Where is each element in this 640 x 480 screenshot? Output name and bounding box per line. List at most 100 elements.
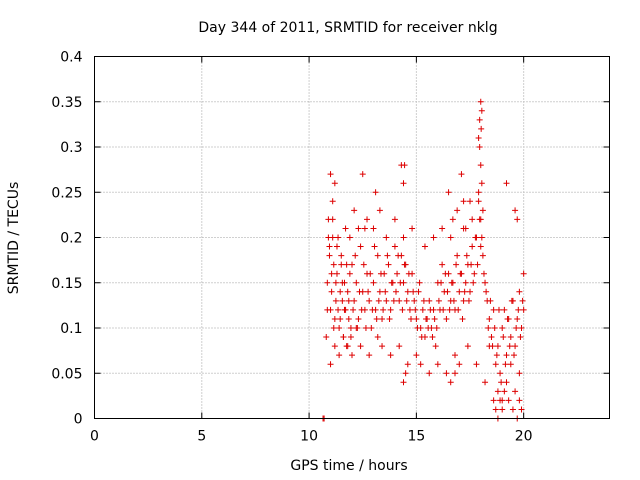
data-point xyxy=(396,343,403,350)
data-point xyxy=(446,306,453,313)
x-tick-label: 0 xyxy=(90,429,99,445)
data-point xyxy=(429,334,436,341)
data-point xyxy=(479,207,486,214)
data-point xyxy=(374,334,381,341)
data-point xyxy=(335,234,342,241)
chart-title: Day 344 of 2011, SRMTID for receiver nkl… xyxy=(198,20,497,36)
data-point xyxy=(518,406,525,413)
data-point xyxy=(328,288,335,295)
data-point xyxy=(383,297,390,304)
data-point xyxy=(470,279,477,286)
data-point xyxy=(362,325,369,331)
data-point xyxy=(519,297,526,304)
data-point xyxy=(461,288,468,295)
data-point xyxy=(450,297,457,304)
data-point xyxy=(339,279,346,286)
data-point xyxy=(391,243,398,250)
data-point xyxy=(477,243,484,250)
data-point xyxy=(494,343,501,350)
data-point xyxy=(456,361,463,368)
data-point xyxy=(343,261,350,268)
data-point xyxy=(370,225,377,232)
data-point xyxy=(349,261,355,268)
data-point xyxy=(337,288,344,295)
data-point xyxy=(338,252,345,259)
data-point xyxy=(413,352,420,359)
data-point xyxy=(497,397,504,404)
data-point xyxy=(403,297,410,304)
data-point xyxy=(499,406,506,413)
y-tick-label: 0.3 xyxy=(60,140,82,156)
data-point xyxy=(367,270,374,277)
data-point xyxy=(376,288,383,295)
data-point xyxy=(518,325,525,331)
data-point xyxy=(517,334,524,341)
data-point xyxy=(342,225,349,232)
data-point xyxy=(340,334,347,341)
data-point xyxy=(444,288,451,295)
data-point xyxy=(503,180,510,187)
y-tick-label: 0.2 xyxy=(60,231,82,247)
data-point xyxy=(369,306,376,313)
data-point xyxy=(400,379,407,386)
data-point xyxy=(471,270,478,277)
data-point xyxy=(512,343,519,350)
data-point xyxy=(478,234,485,241)
data-point xyxy=(391,216,398,223)
data-point xyxy=(454,207,461,214)
data-point xyxy=(379,343,386,350)
data-point xyxy=(326,252,333,259)
data-point xyxy=(512,207,519,214)
data-point xyxy=(479,252,486,259)
data-point xyxy=(401,261,408,268)
data-point xyxy=(353,279,360,286)
data-point xyxy=(326,243,333,250)
data-point xyxy=(332,297,339,304)
data-point xyxy=(383,234,390,241)
data-point xyxy=(336,325,343,331)
data-point xyxy=(478,125,485,132)
data-point xyxy=(325,234,332,241)
data-point xyxy=(507,334,514,341)
data-point xyxy=(372,189,379,196)
data-point xyxy=(468,261,475,268)
data-point xyxy=(351,207,358,214)
data-point xyxy=(506,343,513,350)
data-point xyxy=(465,297,472,304)
data-point xyxy=(439,261,446,268)
y-tick-label: 0.4 xyxy=(60,50,82,66)
data-point xyxy=(375,297,382,304)
data-point xyxy=(472,234,479,241)
data-point xyxy=(453,261,460,268)
data-point xyxy=(476,216,483,223)
data-point xyxy=(402,370,409,377)
data-point xyxy=(427,306,434,313)
data-point xyxy=(414,325,421,331)
data-point xyxy=(455,306,462,313)
data-point xyxy=(384,252,391,259)
data-point xyxy=(475,189,482,196)
data-point xyxy=(490,306,497,313)
data-point xyxy=(476,144,483,150)
data-point xyxy=(379,315,386,322)
data-point xyxy=(345,297,352,304)
data-point xyxy=(399,306,406,313)
data-point xyxy=(516,370,523,377)
data-point xyxy=(327,171,334,178)
data-point xyxy=(499,325,506,331)
data-point xyxy=(413,315,420,322)
data-point xyxy=(345,315,352,322)
data-point xyxy=(494,388,501,395)
data-point xyxy=(347,334,354,341)
data-point xyxy=(339,297,346,304)
data-point xyxy=(365,288,372,295)
data-point xyxy=(333,270,340,277)
x-tick-label: 20 xyxy=(515,429,533,445)
data-point xyxy=(426,370,433,377)
data-point xyxy=(507,361,514,368)
data-point xyxy=(370,279,377,286)
data-point xyxy=(330,325,337,331)
data-point xyxy=(351,297,358,304)
data-point xyxy=(349,352,355,359)
data-point xyxy=(344,343,351,350)
